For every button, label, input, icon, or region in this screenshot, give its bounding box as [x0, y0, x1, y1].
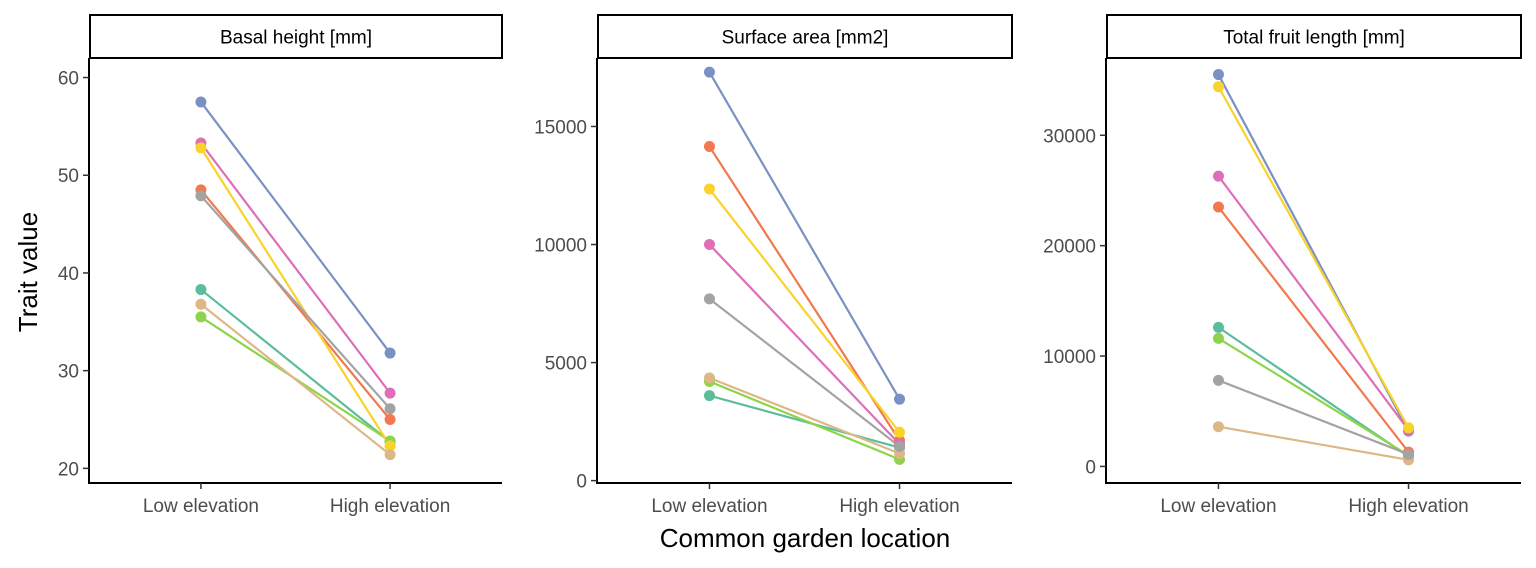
data-point — [703, 141, 715, 153]
y-tick-label: 50 — [58, 166, 79, 187]
y-tick-label: 30 — [58, 362, 79, 383]
x-axis-title: Common garden location — [660, 523, 951, 553]
data-point — [1212, 81, 1224, 93]
y-tick-label: 30000 — [1043, 126, 1096, 147]
data-point — [384, 403, 396, 415]
data-point — [1212, 201, 1224, 213]
x-tick-label: High elevation — [1348, 496, 1468, 517]
y-tick-label: 20 — [58, 459, 79, 480]
series-line — [708, 297, 901, 448]
y-tick-label: 20000 — [1043, 237, 1096, 258]
data-point — [1212, 69, 1224, 81]
data-point — [195, 298, 207, 310]
panel-strip — [597, 14, 1013, 59]
series-line — [1218, 425, 1409, 461]
series-line — [1217, 206, 1410, 453]
series-line — [1218, 379, 1409, 456]
panel-1: Basal height [mm] 20 30 40 50 60 Low elevation… — [58, 14, 503, 517]
x-tick-label: High elevation — [839, 496, 959, 517]
y-axis-title: Trait value — [13, 212, 43, 332]
series-line — [1217, 86, 1410, 429]
data-point — [1212, 321, 1224, 333]
data-point — [384, 440, 396, 452]
y-tick-label: 60 — [58, 69, 79, 90]
series-line — [200, 142, 391, 394]
y-tick-label: 10000 — [534, 236, 587, 257]
series-line — [1217, 175, 1410, 431]
data-point — [703, 183, 715, 195]
x-tick-label: Low elevation — [143, 496, 259, 517]
series-line — [708, 71, 901, 400]
data-point — [195, 284, 207, 296]
data-point — [1403, 422, 1415, 434]
series-line — [200, 303, 391, 456]
x-tick-label: Low elevation — [1160, 496, 1276, 517]
series-line — [1217, 337, 1410, 457]
data-point — [384, 387, 396, 399]
panels-group: Basal height [mm] 20 30 40 50 60 Low elevation… — [58, 14, 1522, 517]
x-tick-label: High elevation — [330, 496, 450, 517]
panel-title: Total fruit length [mm] — [1223, 28, 1405, 49]
series-line — [708, 243, 901, 445]
data-point — [703, 293, 715, 305]
data-point — [703, 372, 715, 384]
data-point — [703, 239, 715, 251]
data-point — [703, 390, 715, 402]
panel-title: Surface area [mm2] — [722, 28, 889, 49]
data-point — [894, 393, 906, 405]
panel-strip — [89, 14, 503, 59]
data-point — [195, 142, 207, 154]
y-tick-label: 40 — [58, 264, 79, 285]
series-line — [200, 195, 391, 410]
data-point — [195, 96, 207, 108]
series-line — [200, 288, 391, 443]
y-tick-label: 0 — [576, 472, 587, 493]
y-tick-label: 10000 — [1043, 347, 1096, 368]
panel-title: Basal height [mm] — [220, 28, 372, 49]
y-tick-label: 0 — [1085, 457, 1096, 478]
series-line — [708, 188, 901, 433]
series-line — [709, 376, 900, 455]
panel-2: Surface area [mm2] 0 5000 10000 15000 Low ele… — [534, 14, 1013, 517]
y-tick-label: 15000 — [534, 117, 587, 138]
series-line — [200, 101, 391, 354]
data-point — [1212, 170, 1224, 182]
data-point — [384, 413, 396, 425]
data-point — [894, 440, 906, 452]
data-point — [384, 449, 396, 461]
y-tick-label: 5000 — [545, 354, 587, 375]
data-point — [703, 66, 715, 78]
series-line — [199, 147, 392, 447]
data-point — [195, 190, 207, 202]
data-point — [1403, 448, 1415, 460]
data-point — [1212, 332, 1224, 344]
series-line — [709, 380, 900, 461]
data-point — [1212, 374, 1224, 386]
x-tick-label: Low elevation — [651, 496, 767, 517]
data-point — [894, 426, 906, 438]
panel-strip — [1106, 14, 1522, 59]
series-line — [200, 189, 391, 421]
data-point — [195, 311, 207, 323]
data-point — [1212, 421, 1224, 433]
panel-3: Total fruit length [mm] 0 10000 20000 30000 L… — [1043, 14, 1522, 517]
data-point — [384, 347, 396, 359]
